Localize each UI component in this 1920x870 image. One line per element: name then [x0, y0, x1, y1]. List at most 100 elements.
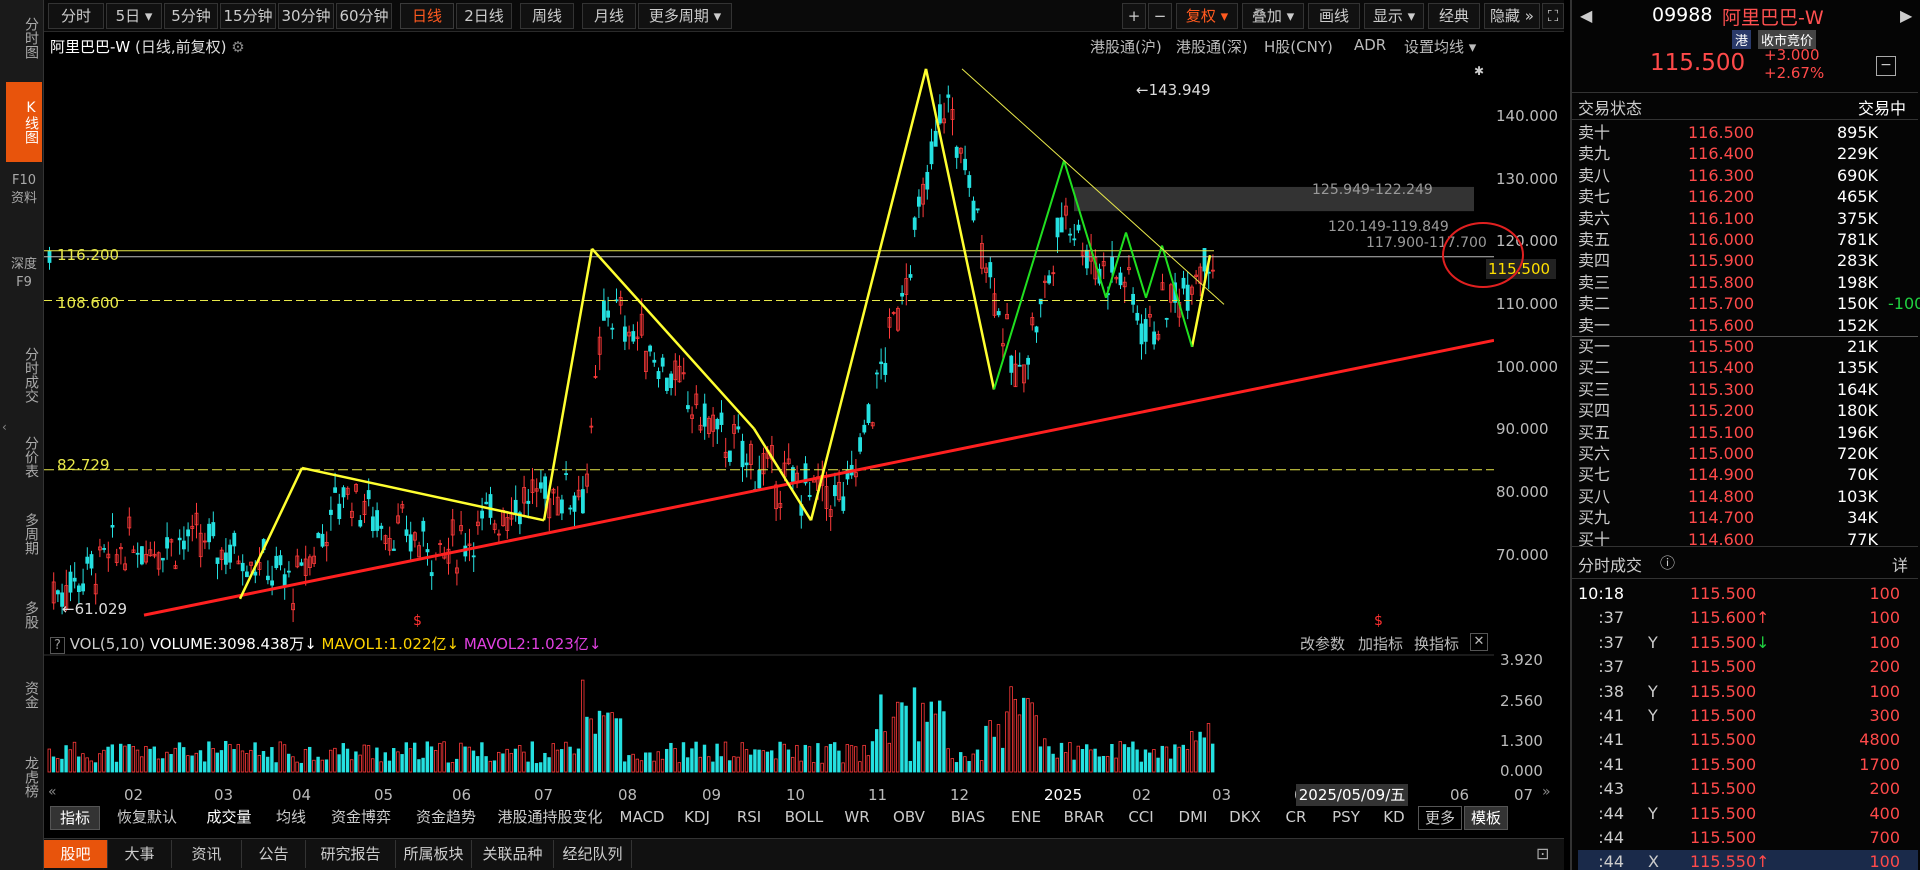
orderbook-row[interactable]: 买十 114.600 77K	[1578, 529, 1918, 550]
indicator-tab[interactable]: 指标	[50, 806, 100, 830]
link-hshare-cny[interactable]: H股(CNY)	[1264, 38, 1333, 56]
orderbook-row[interactable]: 买五 115.100 196K	[1578, 422, 1918, 443]
period-timeshare[interactable]: 分时	[48, 3, 104, 29]
hide-button[interactable]: 隐藏 »	[1484, 3, 1540, 29]
indicator-tab[interactable]: CCI	[1128, 808, 1154, 826]
trade-row[interactable]: :37 115.600 ↑ 100	[1578, 606, 1918, 630]
indicator-tab[interactable]: ENE	[1010, 808, 1042, 826]
indicator-tab[interactable]: BIAS	[950, 808, 986, 826]
orderbook-row[interactable]: 买四 115.200 180K	[1578, 400, 1918, 421]
change-params-button[interactable]: 改参数	[1300, 635, 1346, 653]
more-periods-dropdown[interactable]: 更多周期 ▾	[638, 3, 732, 29]
orderbook-row[interactable]: 卖八 116.300 690K	[1578, 165, 1918, 186]
indicator-tab[interactable]: 模板	[1464, 806, 1508, 830]
orderbook-row[interactable]: 卖六 116.100 375K	[1578, 208, 1918, 229]
indicator-tab[interactable]: 更多	[1418, 806, 1462, 830]
classic-button[interactable]: 经典	[1428, 3, 1480, 29]
forward-icon[interactable]: ▶	[1900, 6, 1913, 25]
zoom-out-button[interactable]: −	[1148, 3, 1172, 29]
bottom-tab[interactable]: 所属板块	[396, 840, 472, 868]
orderbook-row[interactable]: 卖十 116.500 895K	[1578, 122, 1918, 143]
indicator-tab[interactable]: RSI	[736, 808, 762, 826]
orderbook-row[interactable]: 卖二 115.700 150K -100	[1578, 293, 1920, 314]
indicator-tab[interactable]: 港股通持股变化	[497, 808, 603, 826]
trade-row[interactable]: :44 115.500 700	[1578, 826, 1918, 850]
period-weekly[interactable]: 周线	[520, 3, 574, 29]
indicator-tab[interactable]: BOLL	[784, 808, 824, 826]
sidebar-item-timeshare[interactable]: 分时图	[23, 17, 39, 59]
indicator-tab[interactable]: 恢复默认	[116, 808, 177, 826]
orderbook-row[interactable]: 买八 114.800 103K	[1578, 486, 1918, 507]
scroll-left-icon[interactable]: «	[48, 784, 57, 800]
indicator-tab[interactable]: BRAR	[1063, 808, 1105, 826]
volume-chart[interactable]	[44, 654, 1494, 778]
overlay-dropdown[interactable]: 叠加 ▾	[1242, 3, 1304, 29]
collapse-icon[interactable]: −	[1876, 56, 1896, 76]
sidebar-item-kline[interactable]: K线图	[6, 82, 42, 162]
indicator-tab[interactable]: WR	[844, 808, 870, 826]
bottom-tab[interactable]: 资讯	[172, 840, 242, 868]
switch-indicator-button[interactable]: 换指标	[1414, 635, 1460, 653]
indicator-tab[interactable]: KDJ	[684, 808, 710, 826]
link-sh-connect[interactable]: 港股通(沪)	[1090, 38, 1162, 56]
close-icon[interactable]: ✕	[1470, 633, 1488, 651]
orderbook-row[interactable]: 买七 114.900 70K	[1578, 464, 1918, 485]
indicator-tab[interactable]: KD	[1383, 808, 1405, 826]
zoom-in-button[interactable]: +	[1122, 3, 1146, 29]
trade-row[interactable]: :41 115.500 4800	[1578, 728, 1918, 752]
indicator-tab[interactable]: DMI	[1178, 808, 1208, 826]
link-sz-connect[interactable]: 港股通(深)	[1176, 38, 1248, 56]
orderbook-row[interactable]: 买九 114.700 34K	[1578, 507, 1918, 528]
collapse-arrow-icon[interactable]: ‹	[2, 420, 7, 434]
period-2day[interactable]: 2日线	[456, 3, 512, 29]
orderbook-row[interactable]: 买一 115.500 21K	[1578, 336, 1918, 357]
info-icon[interactable]: ⓘ	[1660, 554, 1676, 572]
bottom-tab[interactable]: 研究报告	[306, 840, 396, 868]
orderbook-row[interactable]: 卖五 116.000 781K	[1578, 229, 1918, 250]
orderbook-row[interactable]: 卖七 116.200 465K	[1578, 186, 1918, 207]
orderbook-row[interactable]: 卖四 115.900 283K	[1578, 250, 1918, 271]
period-30min[interactable]: 30分钟	[278, 3, 334, 29]
orderbook-row[interactable]: 买二 115.400 135K	[1578, 357, 1918, 378]
expand-icon[interactable]: ⊡	[1536, 844, 1550, 863]
sidebar-item-fund[interactable]: 资金	[23, 681, 39, 709]
sidebar-item-depth[interactable]: 深度F9	[6, 256, 42, 326]
sidebar-item-multi-stock[interactable]: 多股	[23, 601, 39, 629]
period-15min[interactable]: 15分钟	[220, 3, 276, 29]
sidebar-item-dragon-tiger[interactable]: 龙虎榜	[23, 756, 39, 798]
orderbook-row[interactable]: 卖九 116.400 229K	[1578, 143, 1918, 164]
indicator-tab[interactable]: 资金博弈	[330, 808, 391, 826]
trade-row[interactable]: :37 115.500 200	[1578, 655, 1918, 679]
trade-row[interactable]: 10:18 115.500 100	[1578, 582, 1918, 606]
orderbook-row[interactable]: 卖一 115.600 152K	[1578, 315, 1918, 336]
period-60min[interactable]: 60分钟	[336, 3, 392, 29]
indicator-tab[interactable]: 资金趋势	[415, 808, 476, 826]
sidebar-item-multi-period[interactable]: 多周期	[23, 513, 39, 555]
bottom-tab[interactable]: 大事	[108, 840, 172, 868]
kline-chart[interactable]	[44, 58, 1494, 628]
trade-row[interactable]: :41 115.500 1700	[1578, 753, 1918, 777]
period-5min[interactable]: 5分钟	[164, 3, 218, 29]
trade-row[interactable]: :44 X 115.550 ↑ 100	[1578, 850, 1918, 870]
fullscreen-icon[interactable]: ⛶	[1542, 3, 1564, 29]
link-set-ma[interactable]: 设置均线 ▾	[1404, 38, 1477, 56]
chart-settings-icon[interactable]: ⚙	[231, 38, 245, 56]
indicator-tab[interactable]: CR	[1285, 808, 1307, 826]
orderbook-row[interactable]: 买六 115.000 720K	[1578, 443, 1918, 464]
indicator-tab[interactable]: 成交量	[206, 808, 252, 826]
draw-line-button[interactable]: 画线	[1308, 3, 1360, 29]
bottom-tab[interactable]: 关联品种	[472, 840, 554, 868]
period-daily[interactable]: 日线	[400, 3, 454, 29]
bottom-tab[interactable]: 股吧	[44, 840, 108, 868]
trade-row[interactable]: :44 Y 115.500 400	[1578, 802, 1918, 826]
trade-row[interactable]: :43 115.500 200	[1578, 777, 1918, 801]
sidebar-item-price-table[interactable]: 分价表	[23, 436, 39, 478]
adjust-dropdown[interactable]: 复权 ▾	[1176, 3, 1238, 29]
orderbook-row[interactable]: 买三 115.300 164K	[1578, 379, 1918, 400]
period-5day[interactable]: 5日 ▾	[106, 3, 162, 29]
link-adr[interactable]: ADR	[1354, 36, 1387, 54]
bottom-tab[interactable]: 经纪队列	[554, 840, 632, 868]
scroll-right-icon[interactable]: »	[1542, 784, 1551, 800]
add-indicator-button[interactable]: 加指标	[1358, 635, 1404, 653]
bottom-tab[interactable]: 公告	[242, 840, 306, 868]
